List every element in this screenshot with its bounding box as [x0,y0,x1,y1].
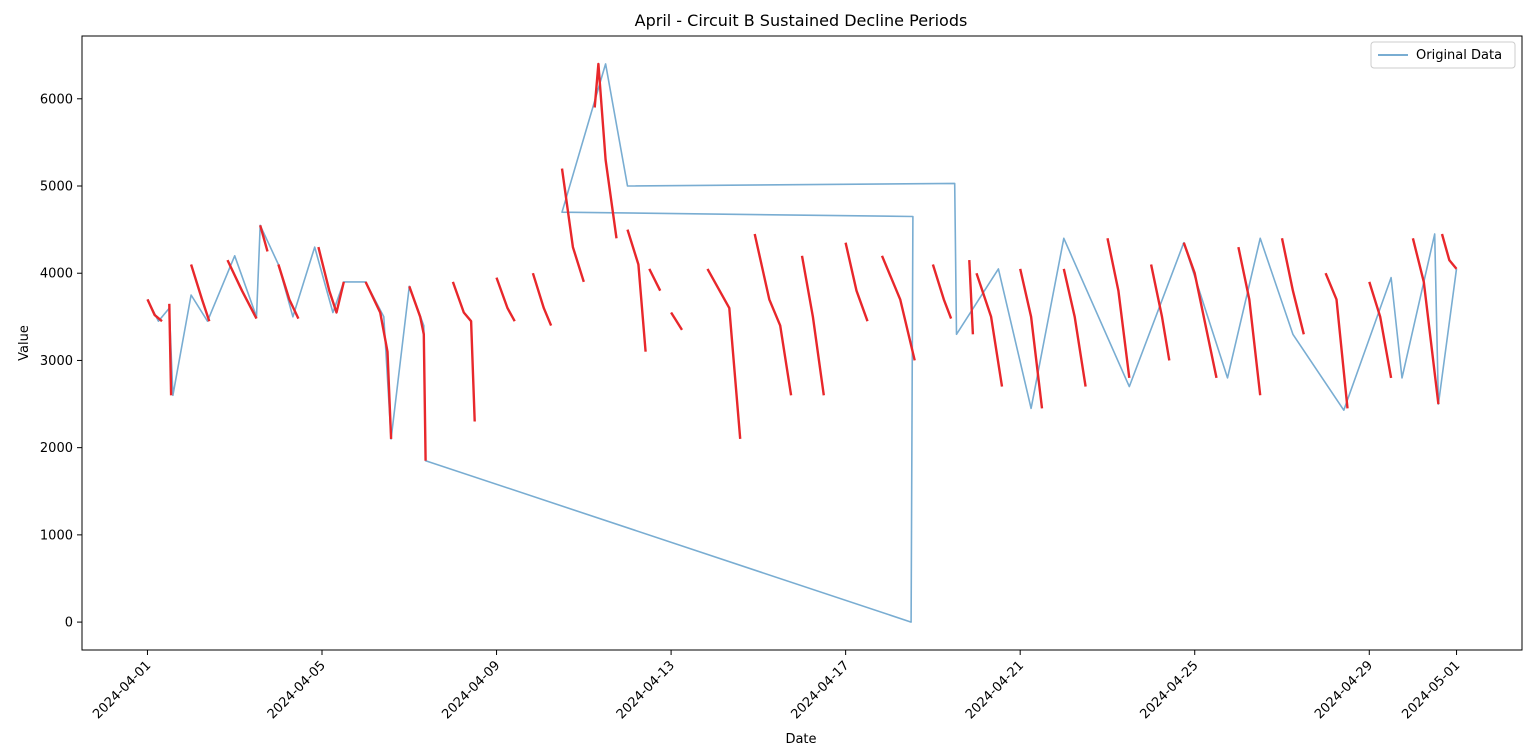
original-data-series [146,63,1458,623]
x-axis-title: Date [785,732,816,747]
decline-segment-30 [1182,242,1218,379]
y-tick-label: 0 [65,616,73,631]
decline-segment-18 [706,268,742,439]
legend: Original Data [1370,41,1516,69]
y-axis-title: Value [17,325,32,361]
decline-segment-14 [593,62,618,239]
decline-segment-1 [146,298,163,323]
decline-segment-32 [1280,238,1305,335]
decline-segment-4 [226,259,258,320]
decline-segment-27 [1062,268,1087,387]
decline-periods-series [146,62,1458,461]
decline-segment-22 [880,255,916,361]
decline-segment-5 [259,224,269,252]
y-tick-label: 1000 [40,528,73,543]
decline-segment-8 [364,281,393,439]
decline-segment-33 [1324,272,1349,409]
decline-segment-19 [753,233,793,396]
plot-frame [81,35,1523,651]
decline-segment-20 [800,255,825,396]
decline-segment-6 [277,264,300,320]
y-tick-label: 2000 [40,441,73,456]
decline-segment-12 [531,272,553,327]
y-tick-label: 4000 [40,267,73,282]
decline-segment-16 [648,268,662,292]
decline-segment-2 [168,303,173,396]
y-axis: 0 1000 2000 3000 4000 5000 6000 [40,92,82,631]
decline-segment-17 [670,311,684,331]
decline-segment-28 [1106,238,1131,379]
decline-segment-21 [844,242,869,322]
decline-segment-11 [495,277,516,322]
decline-segment-36 [1440,233,1458,270]
decline-segment-9 [408,285,427,461]
legend-label-original-data: Original Data [1416,48,1502,63]
original-data-line [146,63,1458,623]
decline-segment-3 [189,264,211,322]
decline-segment-10 [451,281,476,422]
y-tick-label: 5000 [40,180,73,195]
chart-title: April - Circuit B Sustained Decline Peri… [635,11,968,30]
decline-segment-31 [1237,246,1262,396]
y-tick-label: 6000 [40,92,73,107]
decline-segment-23 [931,264,953,320]
decline-segment-35 [1411,238,1440,405]
decline-segment-34 [1368,281,1393,379]
decline-segment-24 [968,260,975,335]
decline-segment-13 [560,168,585,283]
decline-segment-15 [626,229,647,352]
decline-segment-7 [317,246,345,314]
decline-segment-25 [975,272,1004,387]
decline-segment-29 [1149,264,1171,361]
decline-segment-26 [1019,268,1044,409]
legend-box [1370,41,1516,69]
y-tick-label: 3000 [40,354,73,369]
